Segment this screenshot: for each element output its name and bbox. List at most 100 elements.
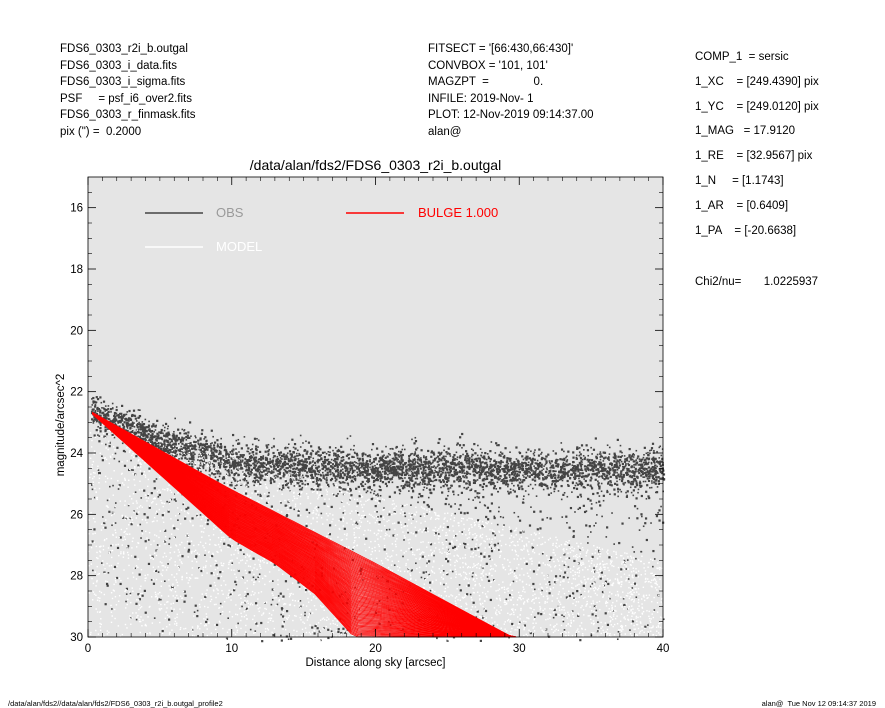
obs-point: [168, 501, 171, 504]
obs-point: [467, 498, 470, 501]
obs-point: [587, 454, 590, 457]
obs-point: [250, 454, 252, 457]
obs-point: [334, 475, 337, 478]
obs-point: [99, 424, 102, 426]
obs-point: [137, 416, 140, 419]
obs-point: [592, 460, 595, 464]
obs-point: [182, 447, 185, 450]
obs-point: [142, 428, 145, 430]
obs-point: [541, 518, 544, 521]
obs-point: [218, 453, 220, 455]
obs-point: [563, 475, 566, 479]
obs-point: [308, 512, 311, 514]
obs-point: [361, 473, 364, 476]
obs-point: [98, 421, 101, 424]
obs-point: [277, 473, 279, 475]
obs-point: [535, 467, 539, 470]
obs-point: [181, 442, 184, 445]
obs-point: [631, 475, 634, 477]
obs-point: [634, 485, 637, 489]
obs-point: [533, 476, 536, 479]
obs-point: [365, 461, 368, 464]
obs-point: [214, 476, 217, 479]
obs-point: [150, 434, 153, 437]
header-left-line-1: FDS6_0303_i_data.fits: [60, 59, 177, 72]
obs-point: [395, 457, 398, 460]
obs-point: [438, 438, 441, 441]
obs-point: [412, 484, 415, 487]
obs-point: [272, 456, 275, 459]
obs-point: [272, 463, 274, 465]
obs-point: [573, 487, 576, 490]
obs-point: [572, 530, 575, 533]
obs-point: [534, 616, 536, 618]
obs-point: [551, 464, 555, 467]
obs-point: [150, 442, 154, 446]
obs-point: [569, 477, 571, 480]
obs-point: [553, 487, 556, 490]
obs-point: [171, 443, 174, 446]
obs-point: [472, 499, 474, 501]
obs-point: [194, 435, 196, 437]
obs-point: [304, 465, 307, 468]
obs-point: [270, 505, 273, 508]
obs-point: [525, 467, 527, 470]
obs-point: [512, 471, 515, 474]
obs-point: [595, 609, 598, 612]
obs-point: [533, 510, 536, 513]
obs-point: [565, 515, 568, 518]
obs-point: [581, 472, 584, 475]
obs-point: [152, 423, 155, 426]
obs-point: [482, 616, 485, 619]
obs-point: [525, 455, 528, 458]
obs-point: [283, 455, 286, 458]
param-line-0: COMP_1 = sersic: [695, 51, 789, 63]
obs-point: [532, 452, 535, 455]
obs-point: [115, 408, 118, 412]
obs-point: [396, 466, 400, 469]
obs-point: [534, 462, 537, 464]
obs-point: [160, 438, 163, 441]
obs-point: [474, 469, 477, 473]
obs-point: [443, 465, 446, 467]
obs-point: [566, 473, 569, 476]
obs-point: [542, 483, 546, 486]
obs-point: [535, 495, 538, 497]
obs-point: [635, 596, 638, 599]
obs-point: [142, 422, 146, 426]
obs-point: [591, 453, 593, 455]
obs-point: [493, 469, 496, 472]
obs-point: [365, 537, 368, 540]
obs-point: [542, 477, 544, 479]
obs-point: [449, 466, 453, 469]
obs-point: [380, 476, 383, 479]
obs-point: [110, 411, 112, 413]
obs-point: [325, 477, 328, 479]
obs-point: [544, 477, 548, 480]
obs-point: [364, 464, 366, 467]
obs-point: [193, 458, 195, 461]
obs-point: [446, 573, 449, 576]
obs-point: [408, 484, 411, 487]
obs-point: [553, 473, 556, 475]
obs-point: [253, 456, 256, 459]
obs-point: [549, 486, 552, 489]
obs-point: [230, 464, 233, 467]
obs-point: [344, 465, 348, 469]
obs-point: [620, 479, 624, 483]
obs-point: [650, 449, 653, 451]
obs-point: [435, 457, 438, 459]
obs-point: [451, 458, 455, 462]
obs-point: [515, 458, 518, 460]
obs-point: [554, 480, 558, 483]
obs-point: [273, 467, 275, 469]
obs-point: [623, 455, 626, 457]
obs-point: [530, 450, 532, 453]
obs-point: [142, 433, 145, 436]
obs-point: [605, 477, 608, 480]
obs-point: [107, 410, 110, 413]
obs-point: [430, 469, 433, 473]
obs-point: [508, 457, 511, 460]
obs-point: [405, 481, 408, 484]
obs-point: [403, 448, 406, 451]
